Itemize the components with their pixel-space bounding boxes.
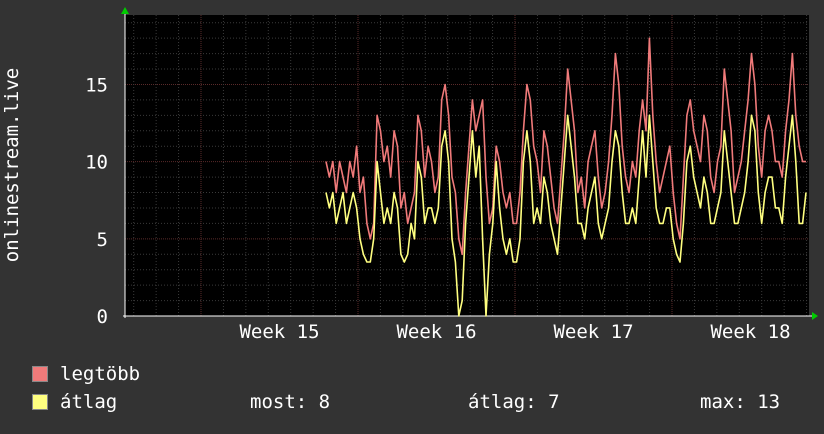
series-line-avg — [325, 114, 807, 317]
series-line-max — [325, 37, 806, 256]
legend-item-avg: átlag — [32, 391, 118, 413]
x-tick-label: Week 15 — [239, 321, 319, 343]
y-tick-label: 10 — [85, 152, 108, 174]
legend-label-avg: átlag — [60, 391, 118, 413]
series-layer — [325, 37, 807, 317]
grid — [125, 15, 809, 316]
y-tick-labels: 0 5 10 15 — [85, 74, 108, 328]
stat-average: átlag: 7 — [468, 391, 560, 413]
x-tick-label: Week 17 — [553, 321, 633, 343]
x-tick-label: Week 16 — [396, 321, 476, 343]
axes — [121, 7, 818, 320]
y-tick-label: 5 — [97, 229, 108, 251]
legend-item-max: legtöbb — [32, 363, 141, 385]
y-tick-label: 0 — [97, 306, 108, 328]
y-axis-arrow-icon — [121, 7, 129, 14]
y-tick-label: 15 — [85, 74, 108, 96]
x-axis-arrow-icon — [812, 312, 818, 320]
stat-current: most: 8 — [250, 391, 331, 413]
legend-label-max: legtöbb — [60, 363, 141, 385]
stat-maximum: max: 13 — [700, 391, 781, 413]
x-tick-label: Week 18 — [710, 321, 790, 343]
x-tick-labels: Week 15 Week 16 Week 17 Week 18 — [239, 321, 790, 343]
legend-swatch-avg — [32, 394, 48, 410]
legend-swatch-max — [32, 366, 48, 382]
y-axis-label: onlinestream.live — [1, 68, 23, 262]
